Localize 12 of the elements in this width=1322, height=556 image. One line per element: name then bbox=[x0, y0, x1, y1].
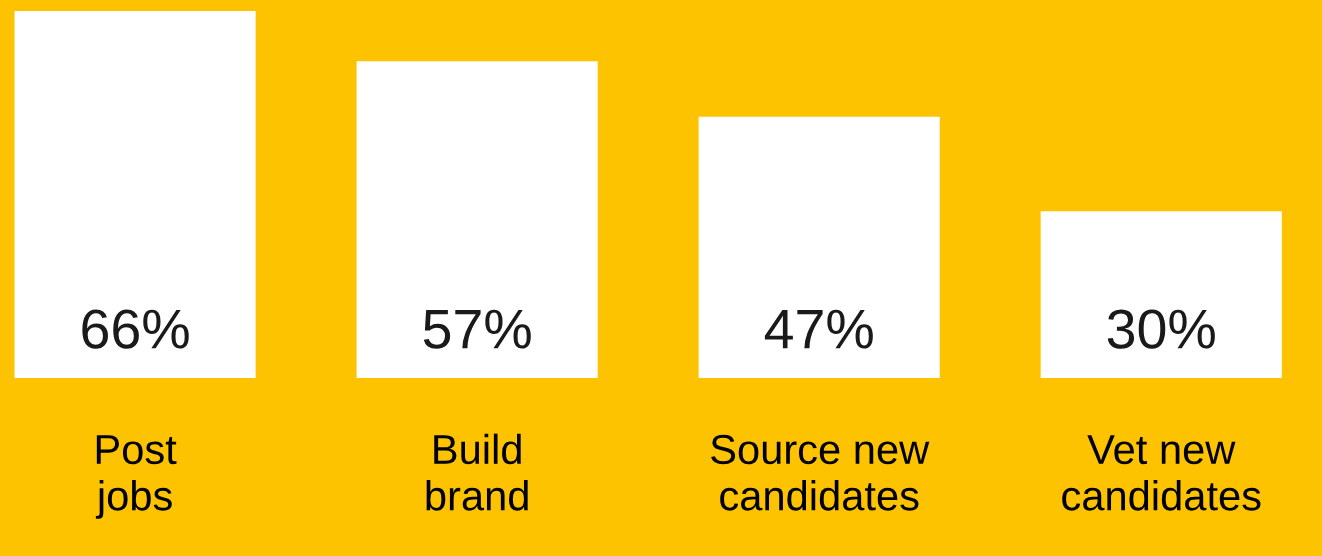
data-label: 57% bbox=[423, 309, 531, 349]
x-tick-label: Post jobs bbox=[95, 435, 177, 519]
x-tick-label: Build brand bbox=[426, 433, 528, 511]
data-label: 66% bbox=[82, 309, 189, 349]
x-tick-label: Source new candidates bbox=[711, 434, 930, 511]
bar bbox=[14, 11, 256, 379]
data-label: 47% bbox=[764, 309, 873, 349]
bar bbox=[1040, 211, 1282, 379]
bar bbox=[698, 116, 940, 379]
x-tick-label: Vet new candidates bbox=[1062, 435, 1261, 511]
bar bbox=[356, 61, 598, 379]
data-label: 30% bbox=[1107, 309, 1215, 349]
